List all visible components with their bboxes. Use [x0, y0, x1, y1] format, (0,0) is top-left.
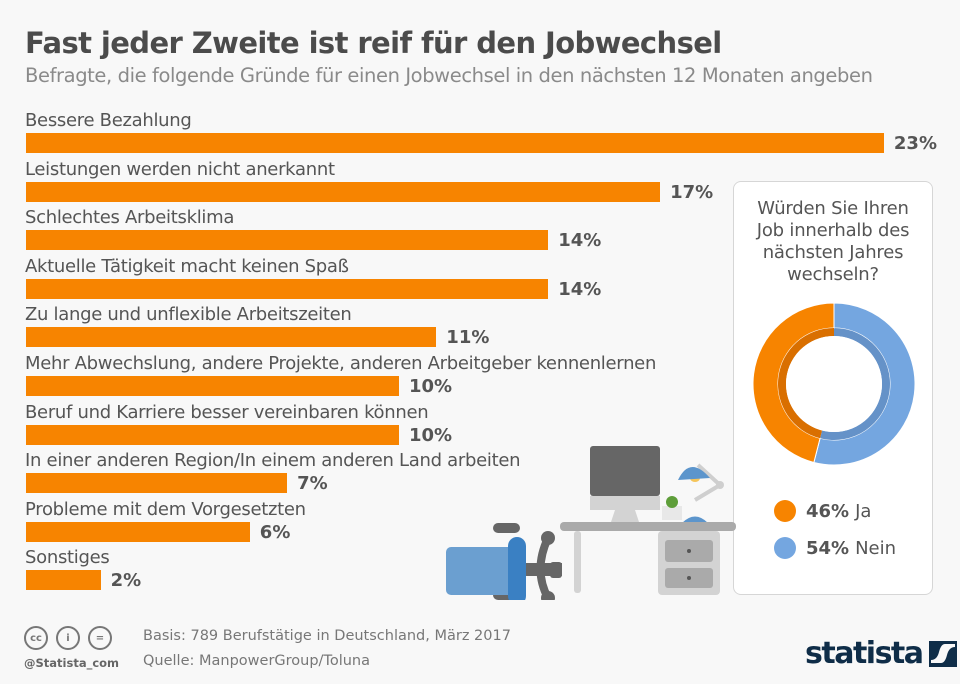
statista-logo-icon: [928, 640, 957, 667]
license-icons: cc i =: [24, 626, 112, 650]
donut-inner-ring-ja: [777, 328, 834, 439]
bar: [26, 278, 549, 299]
bar-label: Leistungen werden nicht anerkannt: [25, 158, 335, 180]
twitter-handle[interactable]: @Statista_com: [24, 656, 120, 670]
bar-label: In einer anderen Region/In einem anderen…: [25, 450, 521, 472]
desk-icon: [560, 522, 736, 595]
bar-label: Schlechtes Arbeitsklima: [25, 207, 235, 229]
legend-value: 46%: [806, 500, 850, 522]
plant-icon: [662, 496, 682, 520]
bar-value-label: 11%: [446, 327, 490, 349]
bar: [26, 521, 250, 542]
legend-swatch-nein: [774, 537, 796, 559]
chart-subtitle: Befragte, die folgende Gründe für einen …: [25, 64, 873, 87]
legend-item-ja: 46% Ja: [774, 500, 871, 522]
legend-item-nein: 54% Nein: [774, 537, 896, 559]
bar-value-label: 6%: [259, 521, 291, 543]
bar-label: Mehr Abwechslung, andere Projekte, ander…: [25, 353, 657, 374]
question-line: Würden Sie Ihren: [757, 198, 909, 219]
monitor-icon: [590, 446, 660, 522]
bar-value-label: 23%: [893, 133, 937, 154]
bar-label: Beruf und Karriere besser vereinbaren kö…: [25, 401, 429, 423]
donut-question: Würden Sie Ihren Job innerhalb des nächs…: [734, 198, 932, 286]
office-chair-icon: [446, 523, 562, 600]
bar-label: Bessere Bezahlung: [25, 110, 192, 131]
legend-swatch-ja: [774, 500, 796, 522]
bar-label: Zu lange und unflexible Arbeitszeiten: [25, 304, 352, 326]
legend-label: Ja: [855, 500, 872, 522]
basis-note: Basis: 789 Berufstätige in Deutschland, …: [143, 628, 511, 644]
question-line: nächsten Jahres: [762, 242, 904, 263]
attribution-icon[interactable]: i: [56, 626, 80, 650]
chart-title: Fast jeder Zweite ist reif für den Jobwe…: [25, 26, 722, 60]
donut-chart: [752, 302, 916, 466]
bar-value-label: 14%: [558, 230, 602, 252]
question-line: Job innerhalb des: [756, 220, 910, 241]
source-note: Quelle: ManpowerGroup/Toluna: [143, 653, 370, 669]
question-line: wechseln?: [787, 264, 879, 285]
bar: [26, 133, 884, 153]
donut-hole: [786, 336, 882, 432]
bar-chart: Bessere Bezahlung 23% Leistungen werden ni…: [25, 110, 937, 592]
no-derivatives-icon[interactable]: =: [88, 626, 112, 650]
bar-value-label: 10%: [409, 376, 453, 397]
logo-text: statista: [805, 636, 924, 671]
bar: [26, 327, 437, 348]
bar: [26, 570, 101, 591]
bar: [26, 424, 399, 445]
bar: [26, 181, 661, 202]
bar: [26, 473, 288, 494]
donut-panel: Würden Sie Ihren Job innerhalb des nächs…: [733, 181, 933, 595]
statista-logo[interactable]: statista: [805, 636, 957, 671]
cc-icon[interactable]: cc: [24, 626, 48, 650]
lamp-icon: [678, 463, 724, 523]
bar-label: Probleme mit dem Vorgesetzten: [25, 498, 306, 520]
bar-value-label: 10%: [409, 424, 453, 446]
bar-value-label: 2%: [110, 570, 142, 592]
bar: [26, 230, 549, 251]
office-desk-illustration: [446, 446, 736, 600]
bar-value-label: 7%: [297, 473, 328, 495]
legend-value: 54%: [806, 537, 850, 559]
bar: [26, 376, 399, 396]
bar-label: Sonstiges: [25, 547, 110, 569]
bar-label: Aktuelle Tätigkeit macht keinen Spaß: [25, 255, 349, 277]
bar-value-label: 14%: [558, 278, 602, 300]
bar-value-label: 17%: [670, 181, 714, 203]
legend-label: Nein: [855, 537, 897, 559]
